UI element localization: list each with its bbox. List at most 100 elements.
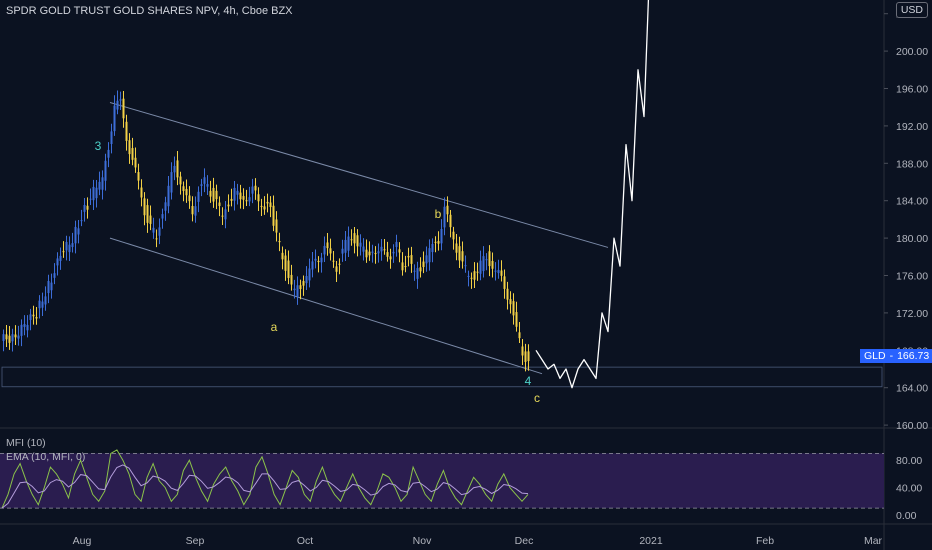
ema-label[interactable]: EMA (10, MFI, 0) — [6, 451, 86, 463]
candle-body — [428, 248, 431, 263]
candle-body — [257, 194, 260, 202]
candle-body — [461, 251, 464, 262]
candle-body — [404, 266, 407, 268]
candle-body — [146, 205, 149, 223]
candle-body — [26, 324, 29, 331]
candle-body — [227, 204, 230, 207]
candle-body — [38, 300, 41, 309]
candle-body — [386, 252, 389, 257]
price-tick-label: 184.00 — [896, 196, 928, 208]
candle-body — [506, 288, 509, 300]
candle-body — [200, 184, 203, 186]
price-tick-label: 160.00 — [896, 420, 928, 432]
candle-body — [182, 186, 185, 191]
price-tick-label: 180.00 — [896, 233, 928, 245]
candle-body — [302, 281, 305, 286]
candle-body — [482, 256, 485, 272]
candle-body — [488, 251, 491, 267]
candle-body — [32, 314, 35, 317]
candle-body — [8, 335, 11, 343]
candle-body — [20, 324, 23, 336]
candle-body — [35, 317, 38, 319]
candle-body — [320, 257, 323, 263]
candle-body — [80, 220, 83, 222]
candle-body — [416, 268, 419, 279]
wave-labels[interactable]: 3 a b 4c — [95, 139, 540, 405]
candle-body — [23, 324, 26, 327]
candle-body — [437, 241, 440, 244]
candle-body — [95, 187, 98, 199]
price-candles — [2, 90, 530, 372]
candle-body — [5, 334, 8, 340]
candle-body — [350, 239, 353, 241]
candle-body — [212, 187, 215, 202]
candle-body — [125, 121, 128, 141]
candle-body — [275, 219, 278, 233]
candle-body — [500, 270, 503, 276]
candle-body — [473, 271, 476, 280]
candle-body — [311, 261, 314, 270]
chart-title: SPDR GOLD TRUST GOLD SHARES NPV, 4h, Cbo… — [6, 5, 293, 17]
candle-body — [374, 253, 377, 255]
candle-body — [380, 246, 383, 252]
time-tick-label: Feb — [756, 535, 774, 547]
price-tick-label: 172.00 — [896, 308, 928, 320]
mfi-tick-label: 80.00 — [896, 455, 922, 467]
candle-body — [143, 198, 146, 216]
wave-label-c: c — [534, 391, 540, 405]
candle-body — [2, 334, 5, 341]
candle-body — [218, 202, 221, 206]
last-price-separator: - — [889, 350, 894, 362]
candle-body — [41, 301, 44, 308]
last-price-symbol: GLD — [864, 350, 886, 362]
mfi-label[interactable]: MFI (10) — [6, 437, 46, 449]
candle-body — [452, 231, 455, 240]
candle-body — [164, 202, 167, 211]
candle-body — [431, 244, 434, 253]
time-tick-label: Mar — [864, 535, 883, 547]
candle-body — [266, 201, 269, 204]
candle-body — [188, 195, 191, 202]
wave-label-a: a — [271, 320, 278, 334]
candle-body — [383, 249, 386, 251]
candle-body — [335, 266, 338, 272]
candle-body — [293, 288, 296, 291]
candle-body — [398, 249, 401, 253]
price-channel[interactable] — [109, 102, 609, 375]
projection-path[interactable] — [535, 0, 668, 389]
candle-body — [269, 202, 272, 208]
candle-body — [290, 274, 293, 285]
candle-body — [413, 270, 416, 272]
candle-body — [491, 260, 494, 269]
last-price-value: 166.73 — [897, 350, 930, 362]
candle-body — [296, 285, 299, 297]
projection-line — [535, 0, 650, 389]
candle-body — [185, 188, 188, 196]
channel-upper-line — [109, 102, 609, 248]
last-price-tag: GLD - 166.73 — [860, 349, 932, 363]
candle-body — [68, 244, 71, 253]
currency-selector[interactable]: USD — [895, 2, 928, 18]
candle-body — [170, 172, 173, 193]
candle-body — [479, 260, 482, 274]
candle-body — [50, 282, 53, 291]
candle-body — [344, 239, 347, 253]
channel-lower-line — [109, 237, 543, 375]
candle-body — [89, 198, 92, 200]
candle-body — [347, 236, 350, 251]
candle-body — [395, 241, 398, 247]
candle-body — [98, 181, 101, 190]
candle-body — [230, 198, 233, 201]
candle-body — [173, 165, 176, 173]
candle-body — [86, 205, 89, 210]
time-tick-label: Oct — [297, 535, 313, 547]
wave-label-3: 3 — [95, 139, 102, 153]
candle-body — [149, 215, 152, 224]
candle-body — [299, 285, 302, 290]
candle-body — [518, 332, 521, 339]
candle-body — [308, 268, 311, 281]
candle-body — [392, 251, 395, 254]
mfi-line — [1, 449, 529, 509]
